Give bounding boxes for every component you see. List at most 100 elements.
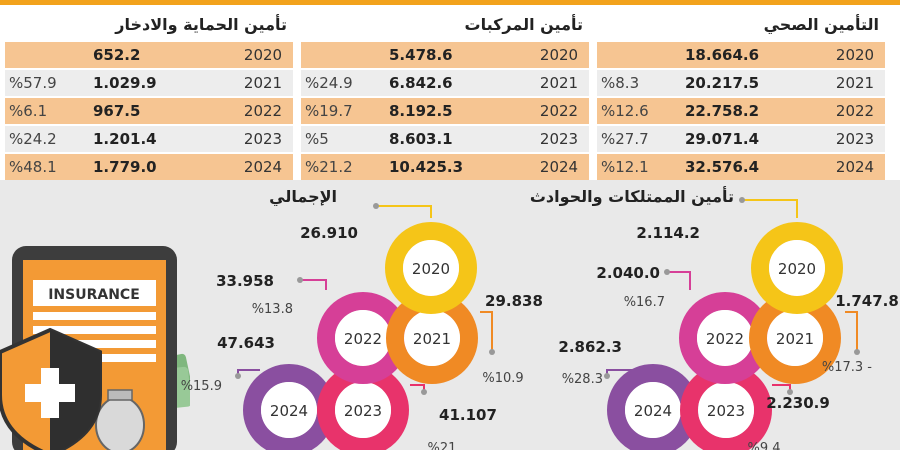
ring-year-label: 2020 [412,260,450,278]
value-cell: 29.071.4 [685,130,760,148]
table-title: تأمين المركبات [464,15,583,34]
year-cell: 2022 [539,102,579,120]
leader-line-2021 [480,311,493,352]
ring-value-label: 47.643 [217,334,275,352]
ring-growth-label: %10.9 [482,371,523,386]
protection-savings-table: تأمين الحماية والادخار 2020 652.2 2021 1.029… [5,5,293,182]
growth-cell: %6.1 [9,102,48,120]
leader-dot [489,349,495,355]
value-cell: 10.425.3 [389,158,464,176]
ring-center [697,310,753,366]
leader-dot [787,389,793,395]
ring-year-label: 2021 [776,330,814,348]
value-cell: 5.478.6 [389,46,453,64]
table-row: 2023 1.201.4 %24.2 [5,126,293,152]
growth-cell: %48.1 [9,158,57,176]
ring-year-label: 2023 [707,402,745,420]
vehicle-insurance-table: تأمين المركبات 2020 5.478.6 2021 6.842.6 %24.… [301,5,589,182]
leader-line-2021 [845,311,858,352]
value-cell: 8.192.5 [389,102,453,120]
table-row: 2024 32.576.4 %12.1 [597,154,885,180]
leader-line-2020 [376,205,432,218]
ring-growth-label: %17.3 - [822,360,872,375]
year-cell: 2023 [539,130,579,148]
ring-group-0: 2024 2023 2022 2021 2020 2.114.2 1.747.8 2.040.… [558,197,899,450]
value-cell: 18.664.6 [685,46,760,64]
year-cell: 2020 [835,46,875,64]
growth-cell: %57.9 [9,74,57,92]
table-row: 2022 22.758.2 %12.6 [597,98,885,124]
property-accidents-title: تأمين الممتلكات والحوادث [529,187,734,206]
year-cell: 2024 [243,158,283,176]
tables-area: التأمين الصحي 2020 18.664.6 2021 20.217.5 %8.… [0,5,900,180]
value-cell: 22.758.2 [685,102,760,120]
year-cell: 2024 [835,158,875,176]
ring-value-label: 41.107 [439,406,497,424]
ring-growth-label: %16.7 [624,295,665,310]
insurance-shield-icon [0,327,102,450]
value-cell: 20.217.5 [685,74,760,92]
leader-dot [235,373,241,379]
ring-center [698,382,754,438]
year-cell: 2021 [539,74,579,92]
total-title: الإجمالي [269,187,337,206]
leader-line-2022 [300,279,327,290]
table-row: 2023 8.603.1 %5 [301,126,589,152]
value-cell: 1.201.4 [93,130,157,148]
year-cell: 2020 [243,46,283,64]
table-title: تأمين الحماية والادخار [115,15,287,34]
ring-year-label: 2021 [413,330,451,348]
growth-cell: %8.3 [601,74,640,92]
ring-2020 [751,222,843,314]
leader-dot [373,203,379,209]
leader-dot [604,373,610,379]
year-cell: 2022 [835,102,875,120]
table-row: 2021 20.217.5 %8.3 [597,70,885,96]
ring-growth-label: %15.9 [181,379,222,394]
ring-center [335,382,391,438]
ring-year-label: 2024 [634,402,672,420]
ring-center [404,310,460,366]
year-cell: 2023 [835,130,875,148]
leader-line-2022 [667,271,691,290]
ring-value-label: 2.040.0 [596,264,660,282]
insurance-label: INSURANCE [48,287,140,303]
year-cell: 2023 [243,130,283,148]
growth-cell: %19.7 [305,102,353,120]
ring-center [625,382,681,438]
value-cell: 32.576.4 [685,158,760,176]
ring-year-label: 2022 [706,330,744,348]
year-cell: 2020 [539,46,579,64]
ring-center [335,310,391,366]
leader-dot [739,197,745,203]
growth-cell: %12.1 [601,158,649,176]
ring-value-label: 2.230.9 [766,394,830,412]
ring-value-label: 26.910 [300,224,358,242]
leader-dot [854,349,860,355]
ring-center [261,382,317,438]
table-row: 2021 6.842.6 %24.9 [301,70,589,96]
table-row: 2021 1.029.9 %57.9 [5,70,293,96]
leader-line-2020 [742,199,798,218]
value-cell: 8.603.1 [389,130,453,148]
ring-growth-label: %9.4 [747,441,780,450]
ring-year-label: 2024 [270,402,308,420]
ring-value-label: 2.114.2 [636,224,700,242]
ring-center [769,240,825,296]
rings-chart: 2024 2023 2022 2021 2020 2.114.2 1.747.8 2.040.… [181,197,899,450]
leader-dot [297,277,303,283]
rings-area: INSURANCE تأمين الممتلكات والحوادث الإجم… [0,180,900,450]
value-cell: 1.779.0 [93,158,157,176]
table-row: 2024 1.779.0 %48.1 [5,154,293,180]
ring-2020 [385,222,477,314]
growth-cell: %5 [305,130,329,148]
ring-year-label: 2023 [344,402,382,420]
leader-dot [421,389,427,395]
growth-cell: %27.7 [601,130,649,148]
growth-cell: %12.6 [601,102,649,120]
table-row: 2020 5.478.6 [301,42,589,68]
ring-growth-label: %28.3 [562,372,603,387]
year-cell: 2022 [243,102,283,120]
table-row: 2022 967.5 %6.1 [5,98,293,124]
table-row: 2020 652.2 [5,42,293,68]
